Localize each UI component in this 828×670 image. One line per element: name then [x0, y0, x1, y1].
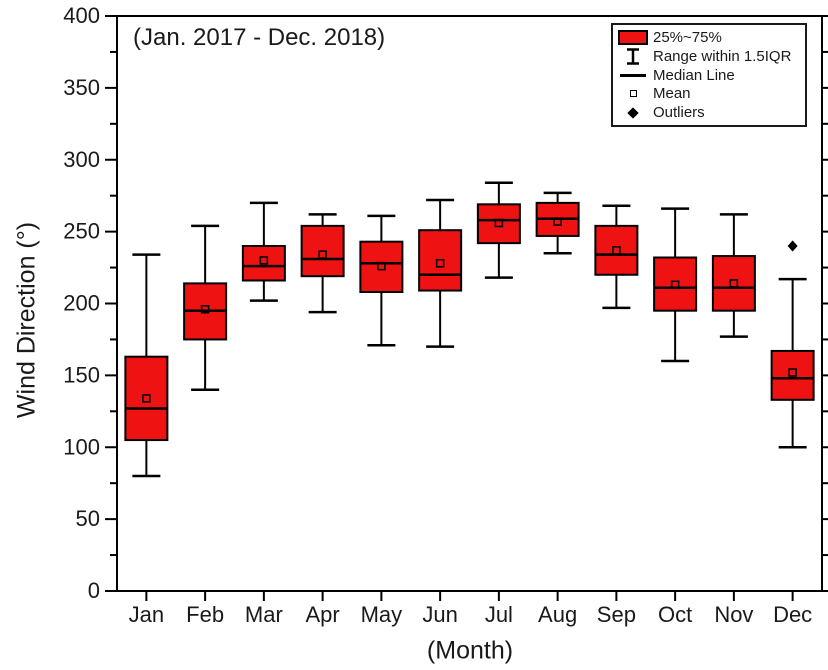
- legend-item-outliers: Outliers: [613, 103, 805, 122]
- legend-item-mean: Mean: [613, 85, 805, 104]
- x-axis-tick-label: Aug: [538, 602, 577, 627]
- x-axis-tick-label: Jan: [129, 602, 164, 627]
- x-axis-tick-label: Sep: [597, 602, 636, 627]
- x-axis-tick-label: May: [361, 602, 403, 627]
- mean-marker-jul: [494, 218, 504, 228]
- y-axis-tick-label: 150: [63, 362, 100, 387]
- iqr-box-jan: [124, 355, 169, 442]
- outlier-diamond-icon: [613, 106, 653, 119]
- legend-item-box: 25%~75%: [613, 28, 805, 47]
- mean-marker-dec: [788, 368, 797, 377]
- x-axis-tick-label: Apr: [306, 602, 340, 627]
- legend-item-label: Median Line: [653, 66, 735, 84]
- y-axis-tick-label: 250: [63, 219, 100, 244]
- x-axis-tick-label: Mar: [245, 602, 283, 627]
- median-line-icon: [613, 73, 653, 77]
- box-swatch-icon: [613, 29, 653, 45]
- y-axis-tick-label: 350: [63, 75, 100, 100]
- x-axis-label: (Month): [426, 636, 514, 665]
- x-axis-tick-label: Feb: [186, 602, 224, 627]
- whisker-glyph-svg: [627, 48, 639, 65]
- iqr-box-mar: [241, 245, 286, 282]
- legend-item-whisker: Range within 1.5IQR: [613, 47, 805, 66]
- x-axis-tick-label: Nov: [714, 602, 753, 627]
- y-axis-tick-label: 0: [88, 578, 100, 603]
- x-axis-tick-label: Jun: [422, 602, 457, 627]
- legend-item-label: Range within 1.5IQR: [653, 47, 792, 65]
- mean-marker-apr: [318, 250, 327, 259]
- y-axis-tick-label: 200: [63, 291, 100, 316]
- mean-marker-aug: [553, 217, 562, 226]
- iqr-box-may: [359, 240, 404, 293]
- legend-item-label: 25%~75%: [653, 28, 722, 46]
- y-axis-tick-label: 400: [63, 3, 100, 28]
- mean-marker-jun: [435, 259, 445, 268]
- mean-marker-icon: [613, 90, 653, 98]
- y-axis-tick-label: 50: [76, 506, 100, 531]
- mean-marker-sep: [612, 246, 621, 255]
- mean-marker-nov: [729, 279, 739, 288]
- y-axis-tick-label: 100: [63, 434, 100, 459]
- mean-marker-mar: [259, 256, 269, 265]
- y-axis-label: Wind Direction (°): [12, 221, 41, 419]
- x-axis-tick-label: Dec: [773, 602, 812, 627]
- iqr-box-oct: [653, 256, 698, 312]
- iqr-box-sep: [594, 224, 639, 276]
- mean-marker-oct: [670, 280, 680, 290]
- whisker-icon: [613, 47, 653, 66]
- legend-item-median: Median Line: [613, 66, 805, 85]
- x-axis-tick-label: Jul: [485, 602, 513, 627]
- mean-marker-feb: [200, 305, 210, 314]
- outlier-dec: [787, 240, 798, 252]
- legend-item-label: Mean: [653, 85, 691, 103]
- x-axis-tick-label: Oct: [658, 602, 692, 627]
- iqr-box-nov: [711, 255, 756, 312]
- y-axis-tick-label: 300: [63, 147, 100, 172]
- legend-item-label: Outliers: [653, 104, 705, 122]
- legend: 25%~75% Range within 1.5IQR Median Line …: [611, 23, 807, 127]
- legend-swatch-box: [618, 29, 648, 45]
- mean-marker-jan: [142, 394, 151, 403]
- chart-title: (Jan. 2017 - Dec. 2018): [133, 24, 386, 51]
- iqr-box-jul: [476, 203, 521, 245]
- mean-marker-may: [377, 261, 386, 271]
